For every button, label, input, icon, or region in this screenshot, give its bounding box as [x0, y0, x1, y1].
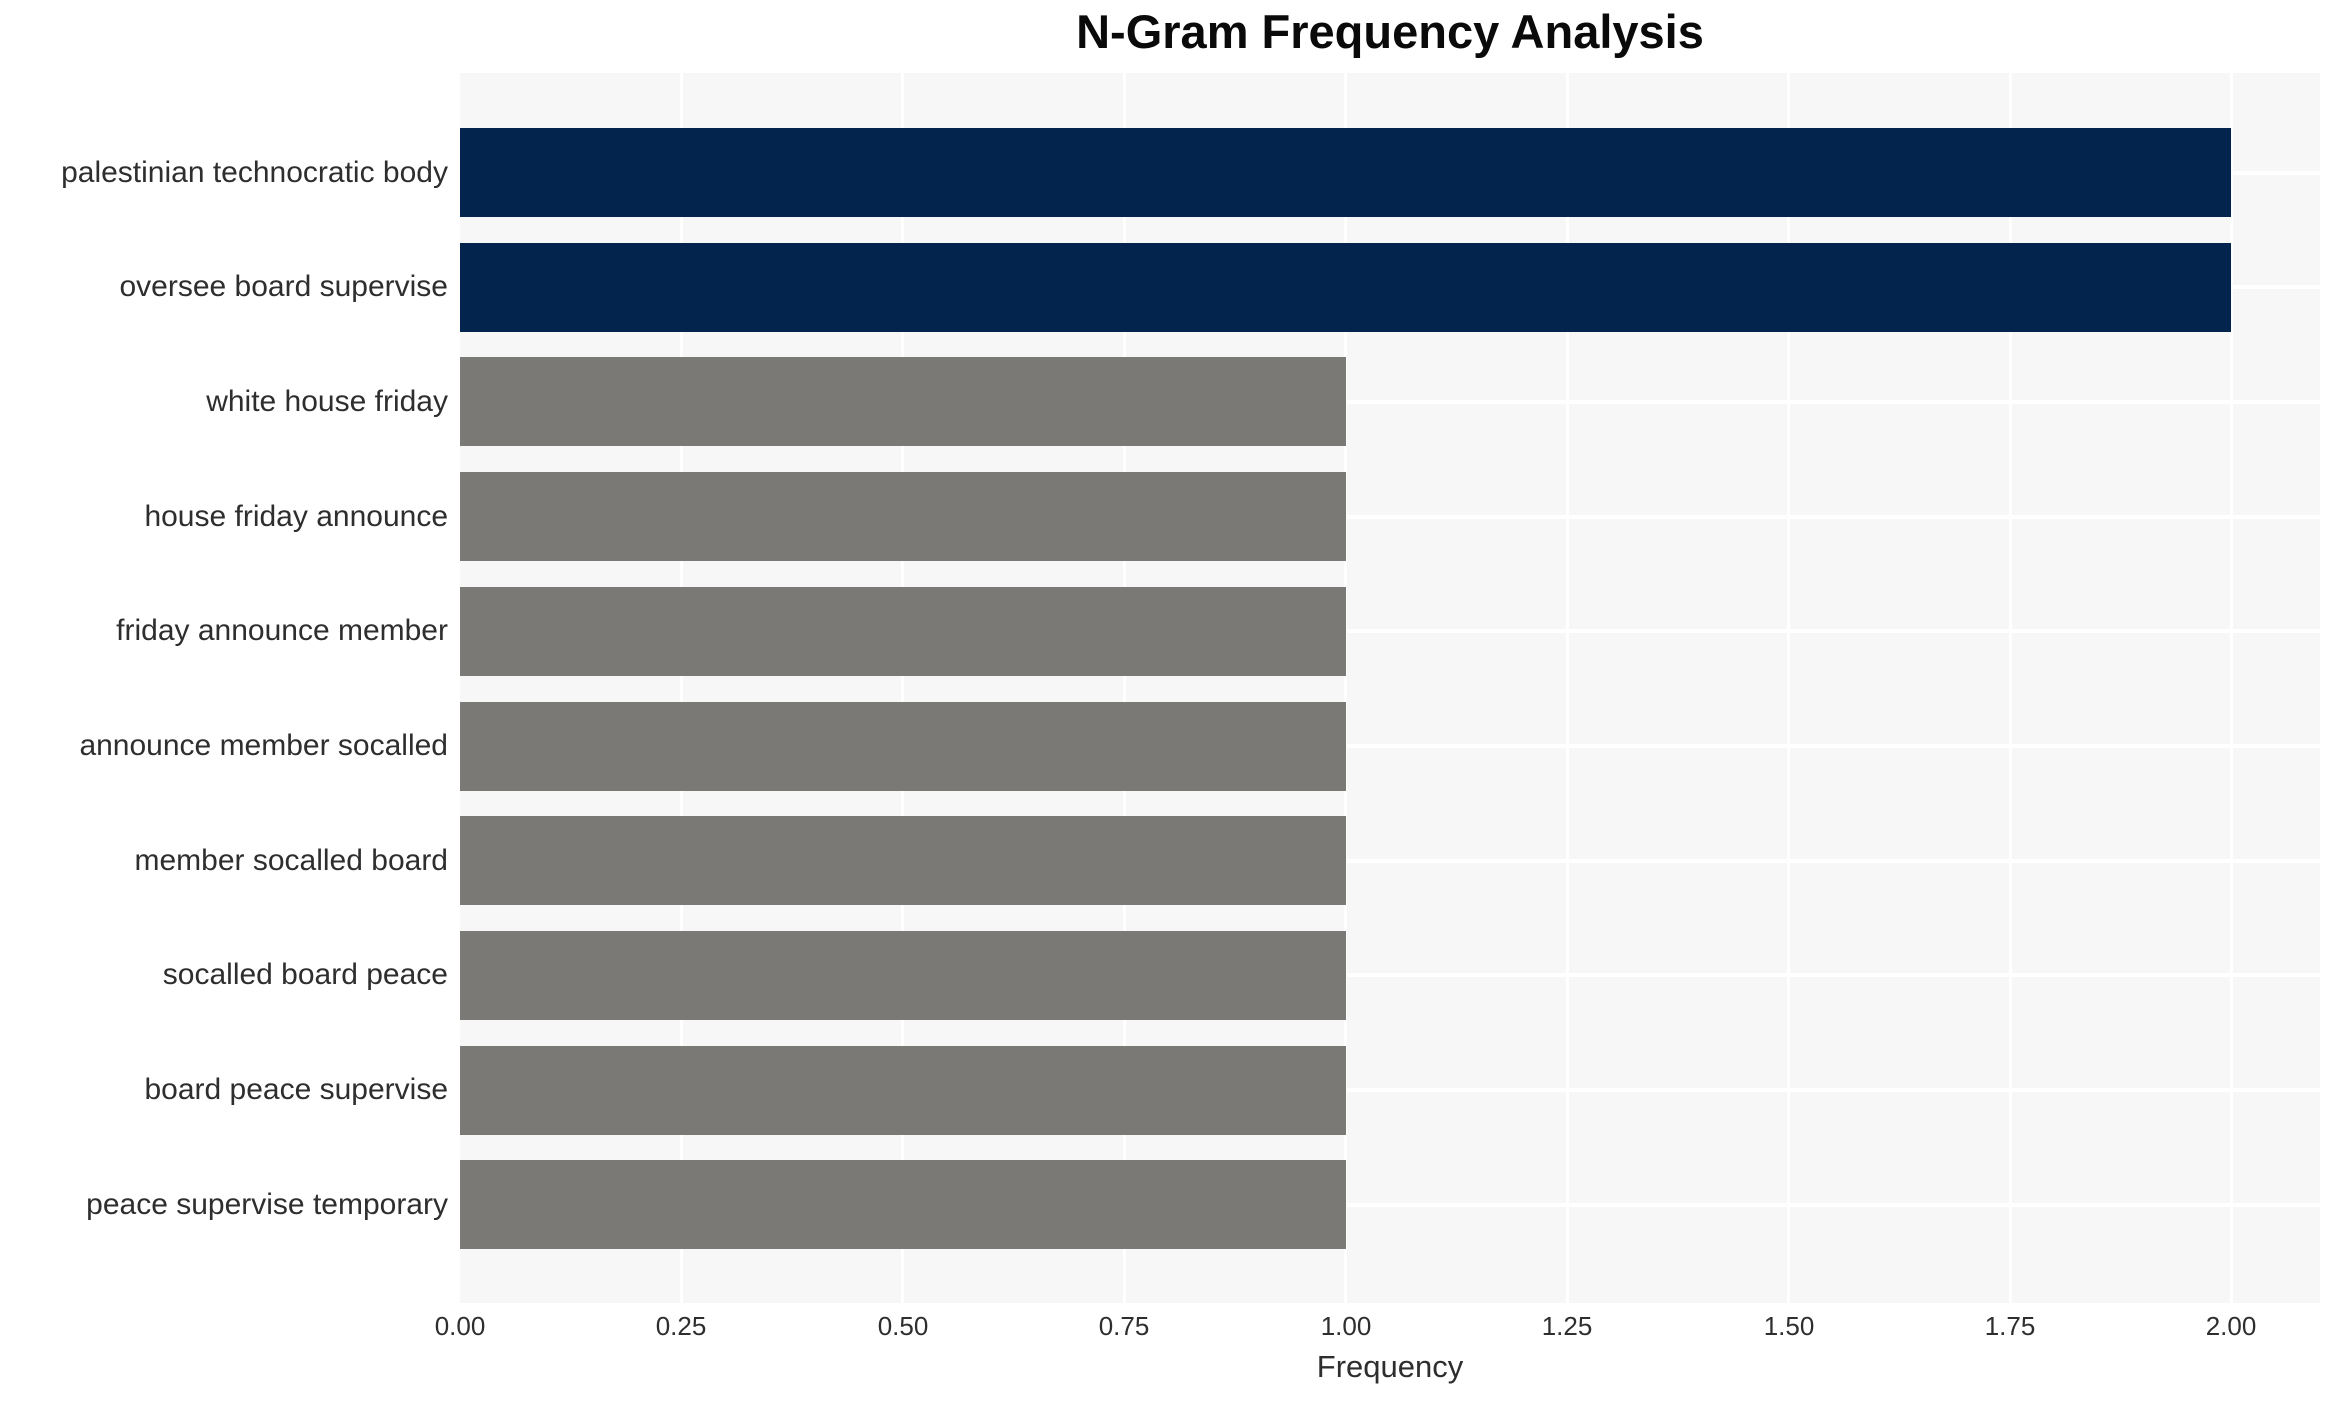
y-tick-label: palestinian technocratic body: [61, 156, 448, 189]
y-tick-label: board peace supervise: [144, 1073, 448, 1106]
chart-title: N-Gram Frequency Analysis: [1076, 5, 1704, 58]
x-tick-label: 2.00: [2205, 1311, 2257, 1341]
h-gridline: [460, 400, 2320, 404]
x-tick-label: 1.75: [1984, 1311, 2036, 1341]
bar-member-socalled-board: [460, 816, 1346, 905]
x-axis-label: Frequency: [1316, 1349, 1464, 1384]
x-tick-label: 0.00: [434, 1311, 486, 1341]
bar-announce-member-socalled: [460, 702, 1346, 791]
bar-white-house-friday: [460, 357, 1346, 446]
x-tick-label: 0.50: [877, 1311, 929, 1341]
v-gridline: [2009, 73, 2012, 1303]
y-tick-label: house friday announce: [144, 500, 448, 533]
h-gridline: [460, 629, 2320, 633]
h-gridline: [460, 973, 2320, 977]
x-tick-label: 0.25: [655, 1311, 707, 1341]
h-gridline: [460, 859, 2320, 863]
bar-house-friday-announce: [460, 472, 1346, 561]
y-tick-label: oversee board supervise: [119, 270, 448, 303]
y-tick-label: member socalled board: [134, 844, 449, 877]
plot-area: [460, 73, 2320, 1303]
v-gridline: [901, 73, 904, 1303]
y-tick-label: announce member socalled: [79, 729, 448, 762]
v-gridline: [1566, 73, 1569, 1303]
y-tick-label: socalled board peace: [162, 958, 448, 991]
y-tick-label: peace supervise temporary: [86, 1188, 448, 1221]
bar-oversee-board-supervise: [460, 243, 2231, 332]
h-gridline: [460, 1088, 2320, 1092]
h-gridline: [460, 1203, 2320, 1207]
bar-palestinian-technocratic-body: [460, 128, 2231, 217]
v-gridline: [680, 73, 683, 1303]
h-gridline: [460, 744, 2320, 748]
bar-board-peace-supervise: [460, 1046, 1346, 1135]
v-gridline: [1123, 73, 1126, 1303]
v-gridline: [1787, 73, 1790, 1303]
y-tick-label: friday announce member: [116, 614, 448, 647]
h-gridline: [460, 515, 2320, 519]
bar-peace-supervise-temporary: [460, 1160, 1346, 1249]
v-gridline: [2230, 73, 2233, 1303]
bar-friday-announce-member: [460, 587, 1346, 676]
v-gridline: [1344, 73, 1347, 1303]
bar-socalled-board-peace: [460, 931, 1346, 1020]
x-tick-label: 1.50: [1763, 1311, 1815, 1341]
x-tick-label: 1.00: [1320, 1311, 1372, 1341]
y-tick-label: white house friday: [206, 385, 448, 418]
x-tick-label: 1.25: [1541, 1311, 1593, 1341]
x-tick-label: 0.75: [1098, 1311, 1150, 1341]
